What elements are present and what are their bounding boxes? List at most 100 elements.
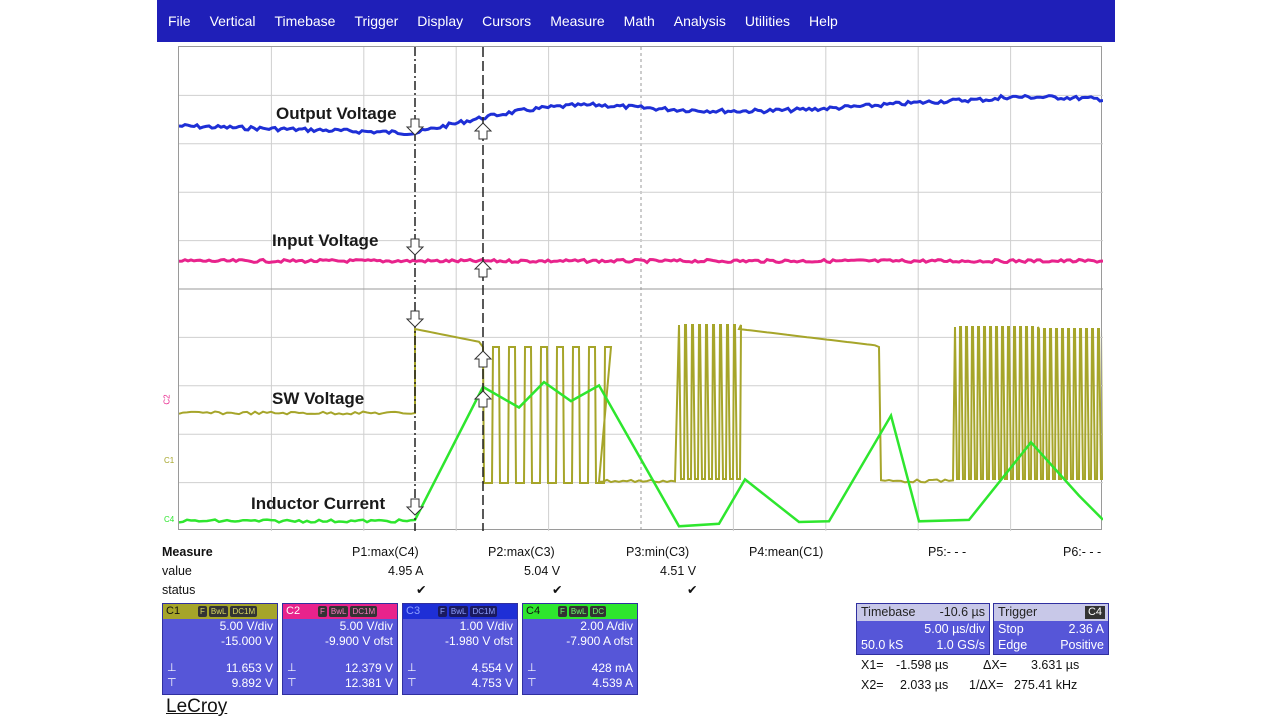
c4-pill-f: F — [558, 606, 567, 617]
menu-file[interactable]: File — [168, 13, 191, 29]
c1-low: 11.653 V — [225, 661, 273, 675]
trigger-box[interactable]: Trigger C4 Stop 2.36 A Edge Positive — [993, 603, 1109, 655]
c2-ground-marker[interactable]: C2 — [162, 394, 172, 405]
menu-analysis[interactable]: Analysis — [673, 13, 726, 29]
inductor-current-trace — [179, 380, 1103, 528]
param-p2-name[interactable]: P2:max(C3) — [488, 545, 555, 559]
c2-vdiv: 5.00 V/div — [339, 619, 393, 633]
c4-pill-bwl: BwL — [568, 606, 589, 617]
cursor-arrow-icon — [405, 498, 425, 516]
measure-title: Measure — [162, 545, 213, 559]
trigger-slope: Positive — [1060, 638, 1104, 652]
c4-high-icon: ⊤ — [527, 677, 537, 689]
input-voltage-trace — [179, 257, 1103, 265]
timebase-box[interactable]: Timebase -10.6 µs 5.00 µs/div 50.0 kS 1.… — [856, 603, 990, 655]
cursor-dx-value: 3.631 µs — [1031, 658, 1080, 672]
menu-cursors[interactable]: Cursors — [482, 13, 532, 29]
cursor-arrow-icon — [405, 310, 425, 328]
param-p6-name[interactable]: P6:- - - — [1063, 545, 1102, 559]
menu-measure[interactable]: Measure — [550, 13, 605, 29]
c3-high: 4.753 V — [471, 676, 513, 690]
channel-c1-box[interactable]: C1 F BwL DC1M 5.00 V/div -15.000 V ⊥ 11.6… — [162, 603, 278, 695]
c3-low: 4.554 V — [471, 661, 513, 675]
param-p1-value: 4.95 A — [388, 564, 424, 578]
c1-ground-marker[interactable]: C1 — [164, 456, 175, 465]
param-p3-value: 4.51 V — [660, 564, 697, 578]
c2-pill-bwl: BwL — [328, 606, 349, 617]
param-p1-name[interactable]: P1:max(C4) — [352, 545, 419, 559]
c2-pill-coupling: DC1M — [350, 606, 378, 617]
timebase-rate: 1.0 GS/s — [936, 638, 985, 652]
param-p1-status: ✔ — [416, 583, 427, 597]
c2-pill-f: F — [318, 606, 327, 617]
menu-timebase[interactable]: Timebase — [274, 13, 336, 29]
trigger-mode: Stop — [998, 622, 1024, 636]
c2-high: 12.381 V — [344, 676, 393, 690]
c4-offset: -7.900 A ofst — [566, 634, 633, 648]
trigger-type: Edge — [998, 638, 1028, 652]
cursor-inv-value: 275.41 kHz — [1014, 678, 1078, 692]
c1-offset: -15.000 V — [220, 634, 273, 648]
cursor-dx-label: ΔX= — [983, 658, 1007, 672]
c2-high-icon: ⊤ — [287, 677, 297, 689]
cursor-arrow-icon — [405, 238, 425, 256]
timebase-label: Timebase — [861, 605, 916, 619]
c1-pill-coupling: DC1M — [230, 606, 258, 617]
lecroy-logo: LeCroy — [166, 696, 228, 717]
c4-ground-marker[interactable]: C4 — [164, 515, 175, 524]
c4-vdiv: 2.00 A/div — [580, 619, 633, 633]
param-p2-value: 5.04 V — [524, 564, 561, 578]
waveform-svg — [179, 47, 1103, 531]
label-sw-voltage: SW Voltage — [272, 389, 365, 408]
menu-trigger[interactable]: Trigger — [354, 13, 399, 29]
c3-high-icon: ⊤ — [407, 677, 417, 689]
c3-pill-bwl: BwL — [448, 606, 469, 617]
label-input-voltage: Input Voltage — [272, 231, 379, 250]
trigger-label: Trigger — [998, 605, 1038, 619]
menu-display[interactable]: Display — [417, 13, 464, 29]
output-voltage-trace — [179, 93, 1103, 136]
cursor-x2-value: 2.033 µs — [900, 678, 949, 692]
channel-c3-box[interactable]: C3 F BwL DC1M 1.00 V/div -1.980 V ofst ⊥… — [402, 603, 518, 695]
c3-low-icon: ⊥ — [407, 662, 417, 674]
c2-low-icon: ⊥ — [287, 662, 297, 674]
cursor-arrow-icon — [473, 122, 493, 140]
cursor-x1-value: -1.598 µs — [896, 658, 949, 672]
c3-pill-f: F — [438, 606, 447, 617]
c4-low-icon: ⊥ — [527, 662, 537, 674]
c1-low-icon: ⊥ — [167, 662, 177, 674]
measure-status-label: status — [162, 583, 196, 597]
cursor-markers — [405, 118, 493, 516]
param-p3-name[interactable]: P3:min(C3) — [626, 545, 690, 559]
c4-pill-coupling: DC — [590, 606, 607, 617]
param-p2-status: ✔ — [552, 583, 563, 597]
menu-bar: File Vertical Timebase Trigger Display C… — [157, 0, 1115, 42]
trigger-channel: C4 — [1084, 606, 1105, 619]
c4-high: 4.539 A — [592, 676, 633, 690]
cursor-arrow-icon — [405, 118, 425, 136]
menu-vertical[interactable]: Vertical — [209, 13, 256, 29]
channel-c4-tag: C4 — [526, 605, 541, 617]
waveform-display[interactable] — [178, 46, 1103, 531]
timebase-tdiv: 5.00 µs/div — [924, 622, 985, 636]
param-p3-status: ✔ — [687, 583, 698, 597]
menu-math[interactable]: Math — [623, 13, 655, 29]
cursor-arrow-icon — [473, 350, 493, 368]
trigger-level: 2.36 A — [1068, 622, 1104, 636]
c1-vdiv: 5.00 V/div — [219, 619, 273, 633]
param-p4-name[interactable]: P4:mean(C1) — [749, 545, 824, 559]
c1-pill-bwl: BwL — [208, 606, 229, 617]
menu-utilities[interactable]: Utilities — [744, 13, 791, 29]
c3-pill-coupling: DC1M — [470, 606, 498, 617]
cursor-x2-label: X2= — [861, 678, 884, 692]
cursor-x1-label: X1= — [861, 658, 884, 672]
menu-help[interactable]: Help — [809, 13, 838, 29]
c3-vdiv: 1.00 V/div — [459, 619, 513, 633]
param-p5-name[interactable]: P5:- - - — [928, 545, 967, 559]
channel-c4-box[interactable]: C4 F BwL DC 2.00 A/div -7.900 A ofst ⊥ 42… — [522, 603, 638, 695]
c1-high: 9.892 V — [231, 676, 273, 690]
c2-offset: -9.900 V ofst — [324, 634, 393, 648]
channel-c1-tag: C1 — [166, 605, 181, 617]
channel-c2-box[interactable]: C2 F BwL DC1M 5.00 V/div -9.900 V ofst ⊥… — [282, 603, 398, 695]
c1-pill-f: F — [198, 606, 207, 617]
